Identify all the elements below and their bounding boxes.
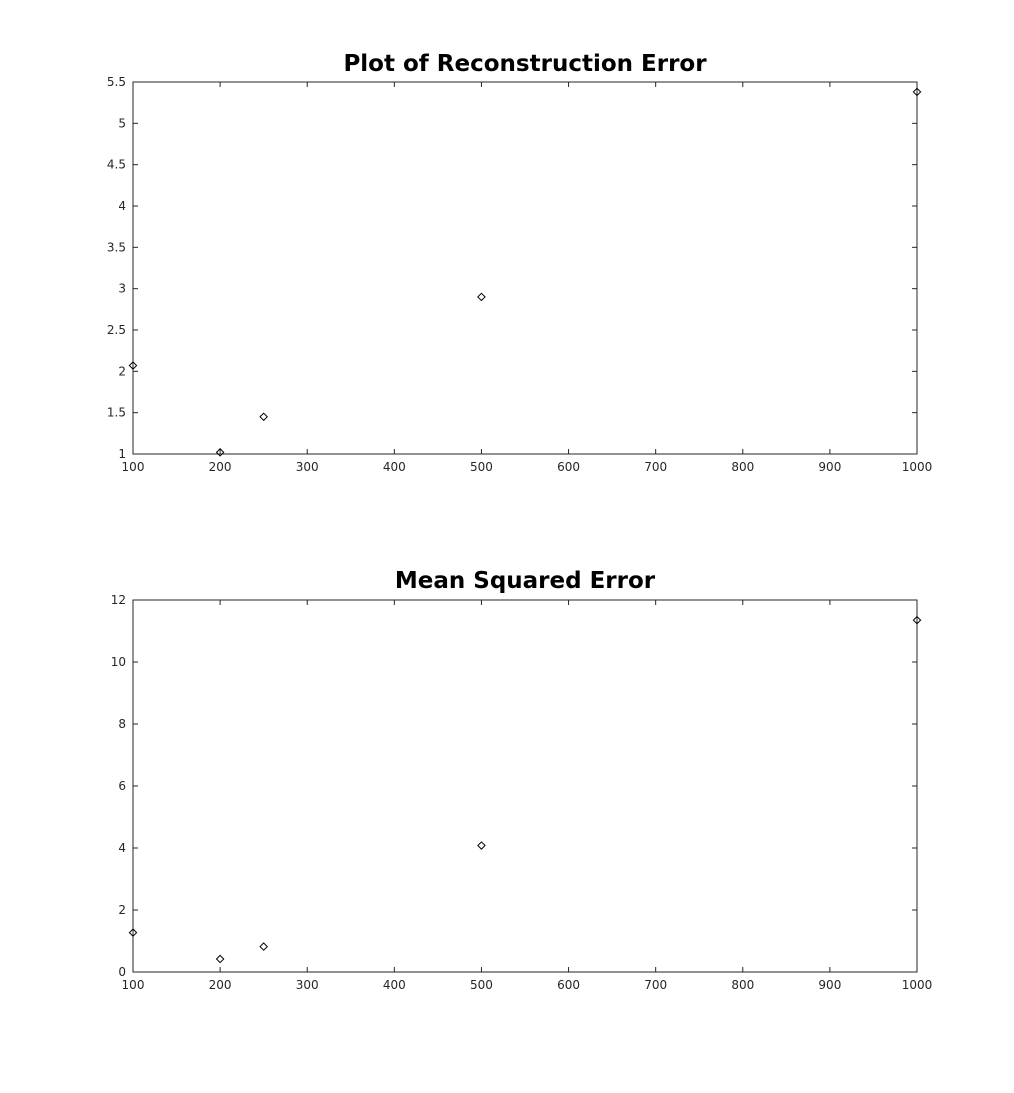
x-tick-label: 300	[296, 460, 319, 474]
y-tick-label: 4	[118, 841, 126, 855]
x-tick-label: 100	[122, 460, 145, 474]
x-tick-label: 400	[383, 460, 406, 474]
x-tick-label: 300	[296, 978, 319, 992]
x-tick-label: 800	[731, 460, 754, 474]
x-tick-label: 700	[644, 460, 667, 474]
y-tick-label: 6	[118, 779, 126, 793]
x-tick-label: 900	[818, 460, 841, 474]
chart-title: Mean Squared Error	[395, 568, 656, 594]
x-tick-label: 800	[731, 978, 754, 992]
plot-area	[132, 81, 918, 455]
y-tick-label: 5	[118, 116, 126, 130]
x-tick-label: 1000	[902, 978, 933, 992]
x-tick-label: 600	[557, 460, 580, 474]
x-tick-label: 200	[209, 460, 232, 474]
y-tick-label: 3.5	[107, 240, 126, 254]
data-point-marker	[128, 361, 138, 370]
y-tick-label: 10	[111, 655, 126, 669]
y-tick-label: 0	[118, 965, 126, 979]
chart-reconstruction-error: Plot of Reconstruction Error 100 200 300 40…	[107, 51, 932, 474]
chart-title: Plot of Reconstruction Error	[343, 51, 707, 77]
y-tick-label: 1.5	[107, 406, 126, 420]
y-tick-label: 2.5	[107, 323, 126, 337]
y-tick-label: 2	[118, 364, 126, 378]
y-tick-label: 12	[111, 593, 126, 607]
y-tick-label: 3	[118, 282, 126, 296]
x-tick-label: 1000	[902, 460, 933, 474]
x-tick-label: 500	[470, 978, 493, 992]
data-point-marker	[215, 448, 225, 457]
data-point-marker	[259, 942, 268, 951]
x-tick-label: 400	[383, 978, 406, 992]
y-tick-label: 5.5	[107, 75, 126, 89]
data-point-marker	[259, 412, 268, 422]
y-tick-label: 4	[118, 199, 126, 213]
x-tick-label: 100	[122, 978, 145, 992]
x-tick-label: 700	[644, 978, 667, 992]
chart-mean-squared-error: Mean Squared Error 100 200 300 400 500 600 700…	[111, 568, 933, 992]
y-tick-label: 4.5	[107, 158, 126, 172]
y-tick-label: 2	[118, 903, 126, 917]
data-point-marker	[215, 954, 225, 964]
data-point-marker	[912, 615, 922, 625]
data-point-marker	[912, 87, 922, 97]
x-tick-label: 500	[470, 460, 493, 474]
data-point-marker	[128, 928, 138, 937]
data-point-marker	[477, 841, 486, 850]
data-point-marker	[477, 292, 486, 302]
y-tick-label: 1	[118, 447, 126, 461]
y-tick-label: 8	[118, 717, 126, 731]
x-tick-label: 900	[818, 978, 841, 992]
x-tick-label: 200	[209, 978, 232, 992]
x-tick-label: 600	[557, 978, 580, 992]
